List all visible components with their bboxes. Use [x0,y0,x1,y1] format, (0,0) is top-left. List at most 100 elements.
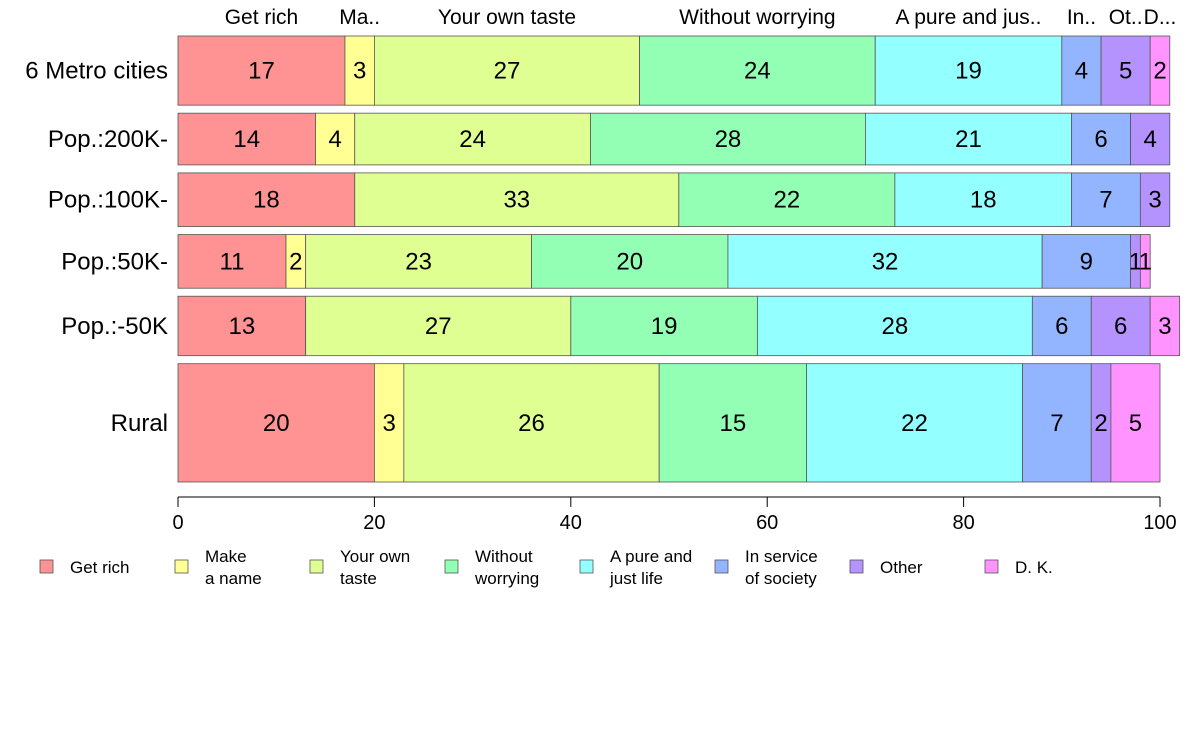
data-label: 22 [901,410,928,437]
data-label: 2 [1153,58,1166,85]
legend-label: worrying [474,569,539,588]
legend-label: Without [475,547,533,566]
bar-a-pure-and-just-life [806,363,1023,483]
data-label: 17 [248,58,275,85]
data-label: 19 [955,58,982,85]
bar-your-own-taste [354,172,680,227]
legend-label: D. K. [1015,558,1053,577]
bar-your-own-taste [403,363,660,483]
bar-in-service-of-society [1061,35,1102,106]
legend-label: Make [205,547,247,566]
row-label: Pop.:-50K [61,313,168,340]
bar-in-service-of-society [1071,112,1131,166]
top-label: D... [1144,6,1177,29]
data-label: 24 [744,58,771,85]
bar-d-k [1149,295,1181,357]
bar-make-a-name [344,35,375,106]
legend-label: just life [609,569,663,588]
data-label: 2 [1094,410,1107,437]
bar-get-rich [177,295,307,357]
x-tick-label: 100 [1143,512,1176,534]
top-label: Get rich [225,6,299,29]
bar-make-a-name [315,112,356,166]
legend-swatch-other [849,559,864,574]
bar-in-service-of-society [1022,363,1092,483]
data-label: 20 [616,248,643,275]
bar-get-rich [177,35,346,106]
bar-d-k [1110,363,1161,483]
data-label: 21 [955,126,982,153]
bar-get-rich [177,234,287,289]
data-label: 5 [1119,58,1132,85]
bar-other [1100,35,1151,106]
data-label: 24 [459,126,486,153]
data-label: 7 [1099,187,1112,214]
data-label: 13 [228,313,255,340]
row-label: Pop.:50K- [61,248,168,275]
bar-your-own-taste [305,295,572,357]
bar-a-pure-and-just-life [865,112,1073,166]
top-label: Your own taste [438,6,576,29]
data-label: 4 [1144,126,1157,153]
legend-swatch-without-worrying [444,559,459,574]
bar-other [1090,295,1151,357]
data-label: 1 [1129,248,1142,275]
bar-get-rich [177,112,316,166]
bar-d-k [1149,35,1171,106]
x-axis: 0 20 40 60 80 100 [172,496,1177,534]
bar-in-service-of-society [1071,172,1141,227]
legend-swatch-a-pure-and-just-life [579,559,594,574]
legend-swatch-get-rich [39,559,54,574]
legend: Get rich Make a name Your own taste Without wo… [39,547,1053,588]
x-tick-label: 20 [363,512,385,534]
legend-label: Your own [340,547,410,566]
data-label: 4 [1075,58,1088,85]
data-label: 32 [872,248,899,275]
bar-a-pure-and-just-life [756,295,1033,357]
data-label: 19 [651,313,678,340]
row-label: Pop.:200K- [48,126,168,153]
data-label: 14 [233,126,260,153]
data-label: 3 [353,58,366,85]
data-label: 22 [773,187,800,214]
legend-swatch-make-a-name [174,559,189,574]
bar-in-service-of-society [1031,295,1092,357]
bar-in-service-of-society [1041,234,1131,289]
bar-without-worrying [639,35,876,106]
bar-your-own-taste [373,35,640,106]
bar-get-rich [177,172,356,227]
data-label: 1 [1139,248,1152,275]
row-label: Rural [111,410,168,437]
top-label: In.. [1067,6,1096,29]
legend-swatch-your-own-taste [309,559,324,574]
data-label: 4 [328,126,341,153]
data-label: 27 [494,58,521,85]
data-label: 26 [518,410,545,437]
bar-your-own-taste [354,112,591,166]
data-label: 2 [289,248,302,275]
bar-without-worrying [531,234,729,289]
legend-label: Get rich [70,558,130,577]
bar-get-rich [177,363,375,483]
top-label: Ma.. [339,6,380,29]
data-label: 3 [1148,187,1161,214]
bar-without-worrying [658,363,807,483]
data-label: 15 [719,410,746,437]
x-tick-label: 80 [952,512,974,534]
top-label: A pure and jus.. [896,6,1042,29]
data-label: 7 [1050,410,1063,437]
data-label: 6 [1114,313,1127,340]
bar-a-pure-and-just-life [874,35,1063,106]
legend-swatch-in-service-of-society [714,559,729,574]
data-label: 28 [715,126,742,153]
bars: 17 3 27 24 19 4 5 214 4 24 28 21 6 418 33 22 18 7 311 2 23 20… [177,35,1181,483]
data-label: 20 [263,410,290,437]
bar-without-worrying [590,112,866,166]
legend-label: A pure and [610,547,692,566]
top-label: Without worrying [679,6,835,29]
data-label: 18 [970,187,997,214]
legend-swatch-d-k [984,559,999,574]
top-labels: Get rich Ma.. Your own taste Without worryi… [225,6,1177,29]
data-label: 6 [1094,126,1107,153]
